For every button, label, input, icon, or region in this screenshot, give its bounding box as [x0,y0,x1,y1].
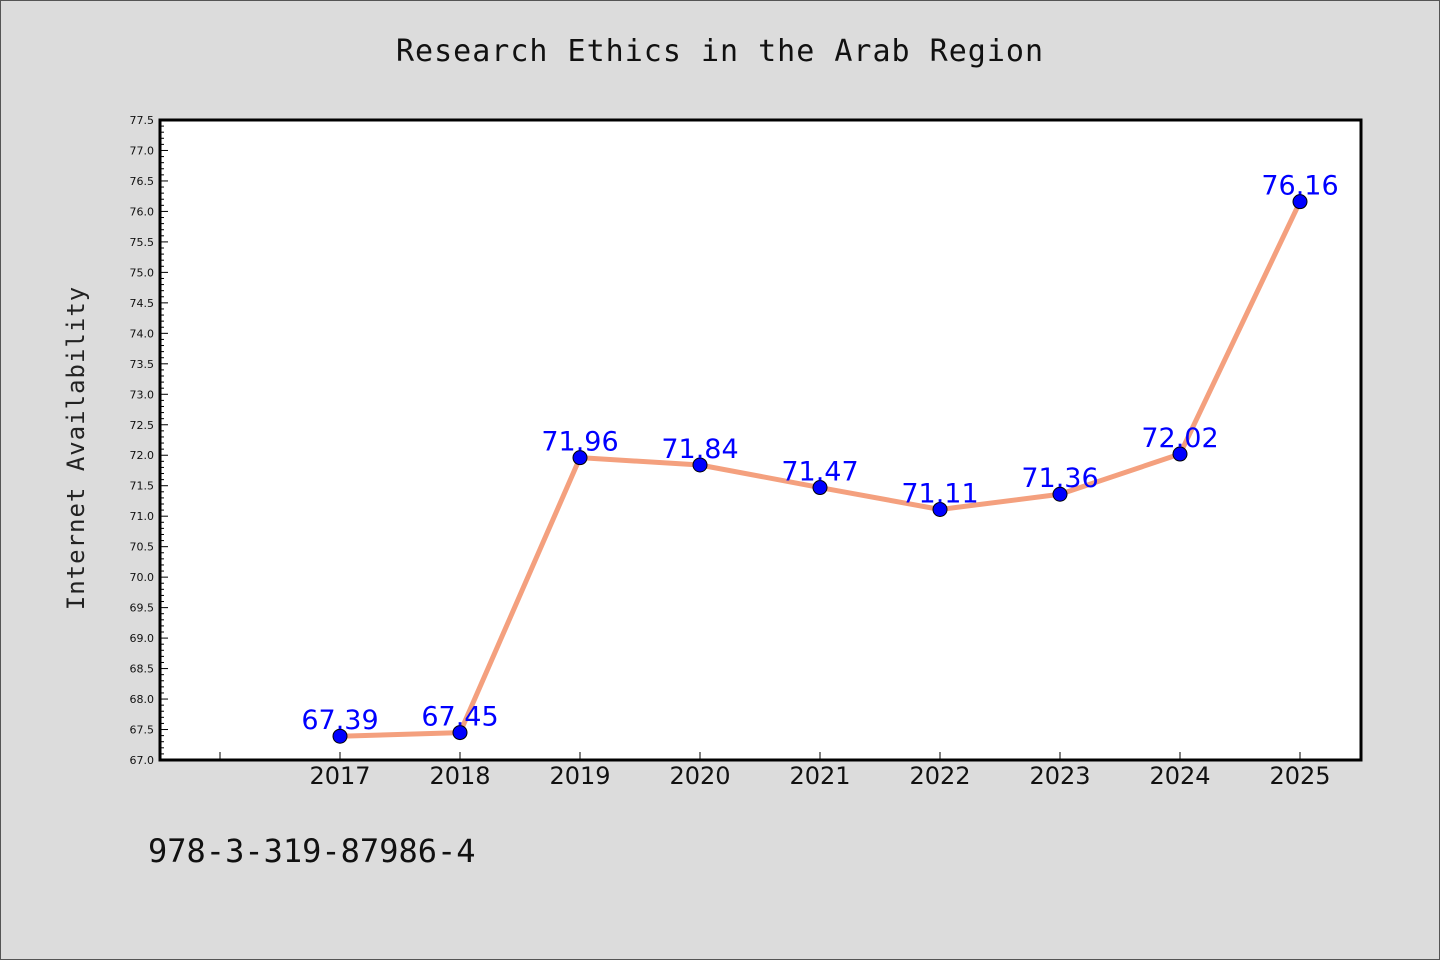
y-tick-label: 69.0 [130,632,155,645]
y-tick-label: 70.0 [130,571,155,584]
y-tick-label: 70.5 [130,541,155,554]
data-label: 72.02 [1141,423,1218,454]
data-point [1292,194,1308,210]
y-tick-label: 68.0 [130,693,155,706]
data-label: 67.39 [301,705,378,736]
y-tick-label: 76.0 [130,205,155,218]
x-ticks: 2017 2018 2019 2020 2021 2022 2023 2024 2025 [219,752,1331,790]
y-tick-label: 74.0 [130,327,155,340]
data-point [452,725,468,741]
y-tick-label: 75.0 [130,266,155,279]
data-label: 67.45 [421,702,498,733]
y-tick-label: 75.5 [130,236,155,249]
x-tick-label: 2023 [1029,762,1090,790]
data-point [932,501,948,517]
data-label: 71.47 [781,457,858,488]
x-tick-label: 2020 [669,762,730,790]
x-tick-label: 2024 [1149,762,1210,790]
y-tick-label: 73.5 [130,358,155,371]
y-tick-label: 68.5 [130,663,155,676]
x-tick-label: 2019 [549,762,610,790]
x-tick-label: 2022 [909,762,970,790]
y-tick-label: 72.5 [130,419,155,432]
y-tick-label: 69.5 [130,602,155,615]
isbn-text: 978-3-319-87986-4 [148,832,476,870]
y-tick-label: 77.0 [130,144,155,157]
y-tick-label: 76.5 [130,175,155,188]
x-tick-label: 2021 [789,762,850,790]
chart-title: Research Ethics in the Arab Region [395,34,1045,69]
data-label: 71.96 [541,427,618,458]
data-label: 71.84 [661,434,738,465]
data-point [1172,446,1188,462]
y-ticks: 67.0 67.5 68.0 68.5 69.0 69.5 70.0 70.5 71.0 71.5… [130,114,168,767]
data-point [332,728,348,744]
data-label: 71.11 [901,478,978,509]
y-tick-label: 71.5 [130,480,155,493]
data-point [572,450,588,466]
y-tick-label: 73.0 [130,388,155,401]
y-tick-label: 67.5 [130,724,155,737]
x-tick-label: 2017 [309,762,370,790]
y-tick-label: 71.0 [130,510,155,523]
data-point [692,457,708,473]
data-point [812,480,828,496]
data-label: 71.36 [1021,463,1098,494]
data-label: 76.16 [1261,171,1338,202]
x-tick-label: 2025 [1269,762,1330,790]
series-markers [332,194,1308,744]
y-tick-label: 72.0 [130,449,155,462]
plot-area [158,118,1363,762]
y-tick-label: 77.5 [130,114,155,127]
y-tick-label: 74.5 [130,297,155,310]
x-tick-label: 2018 [429,762,490,790]
y-tick-label: 67.0 [130,754,155,767]
data-point [1052,486,1068,502]
data-labels: 67.39 67.45 71.96 71.84 71.47 71.11 71.36 72.02… [301,171,1338,737]
